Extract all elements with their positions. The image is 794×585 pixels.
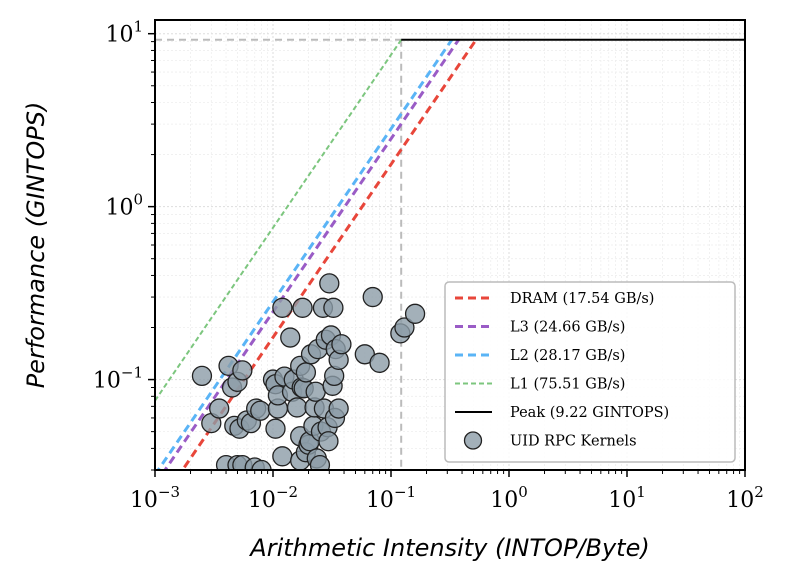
y-tick-label: 101 <box>105 18 143 48</box>
scatter-point <box>328 398 349 419</box>
legend-marker <box>463 431 483 450</box>
scatter-point <box>292 297 313 318</box>
scatter-point <box>280 327 301 348</box>
scatter-point <box>309 455 331 470</box>
tick-labels: 10−3 10−2 10−1 100 101 102 10−1 100 101 <box>93 18 764 513</box>
roofline-l2 <box>156 38 454 470</box>
scatter-point <box>272 297 293 318</box>
scatter-point <box>232 360 253 381</box>
x-axis-label: Arithmetic Intensity (INTOP/Byte) <box>248 534 649 562</box>
scatter-points <box>191 273 426 470</box>
scatter-point <box>295 362 317 383</box>
scatter-point <box>305 381 326 402</box>
axis-ticks <box>148 32 746 477</box>
legend-box <box>444 281 736 463</box>
grid <box>154 20 746 471</box>
scatter-point <box>394 317 415 338</box>
legend-label: DRAM (17.54 GB/s) <box>510 291 654 307</box>
x-tick-label: 10−2 <box>248 483 298 513</box>
x-tick-label: 10−1 <box>366 483 416 513</box>
y-tick-label: 100 <box>105 191 143 221</box>
scatter-point <box>323 297 344 318</box>
scatter-point <box>265 418 286 439</box>
x-tick-label: 102 <box>726 483 764 513</box>
scatter-point <box>319 273 340 294</box>
roofline-l1 <box>155 39 403 402</box>
scatter-point <box>272 446 293 467</box>
legend-label: L1 (75.51 GB/s) <box>510 377 625 393</box>
legend-label: L2 (28.17 GB/s) <box>510 348 625 364</box>
legend: DRAM (17.54 GB/s) L3 (24.66 GB/s) L2 (28.1… <box>444 281 736 463</box>
roofline-l3 <box>163 38 460 470</box>
y-axis-label: Performance (GINTOPS) <box>22 102 50 389</box>
scatter-point <box>331 334 352 355</box>
scatter-point <box>369 352 390 373</box>
y-tick-label: 10−1 <box>93 364 143 394</box>
scatter-point <box>362 286 383 308</box>
legend-label: UID RPC Kernels <box>510 434 637 450</box>
x-tick-label: 100 <box>490 483 528 513</box>
scatter-point <box>250 400 271 421</box>
legend-label: Peak (9.22 GINTOPS) <box>510 405 669 421</box>
scatter-point <box>191 365 213 387</box>
scatter-point <box>209 398 230 419</box>
x-tick-label: 10−3 <box>130 483 180 513</box>
scatter-point <box>286 397 308 418</box>
legend-label: L3 (24.66 GB/s) <box>510 320 625 336</box>
x-tick-label: 101 <box>608 483 646 513</box>
scatter-point <box>404 303 426 324</box>
scatter-point <box>318 431 339 452</box>
ridge-reference-lines <box>155 38 403 470</box>
scatter-point <box>251 459 272 470</box>
